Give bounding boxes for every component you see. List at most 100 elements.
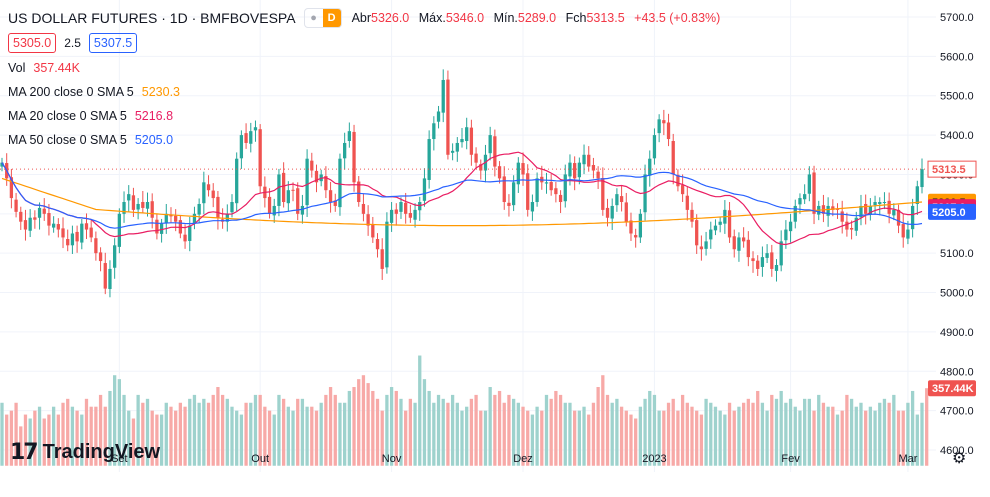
candle[interactable] [436,111,441,122]
candle[interactable] [497,166,502,179]
candle[interactable] [573,163,577,179]
candle[interactable] [371,224,375,238]
candle[interactable] [216,196,220,218]
candle[interactable] [324,176,328,191]
candle[interactable] [206,184,211,191]
candle[interactable] [610,205,614,219]
candle[interactable] [296,188,300,214]
candle[interactable] [807,174,811,194]
candle[interactable] [774,264,779,271]
indicator-ma200[interactable]: MA 200 close 0 SMA 5 5230.3 [8,80,726,104]
candle[interactable] [554,188,558,195]
candle[interactable] [399,202,403,212]
candle[interactable] [352,131,356,183]
candle[interactable] [582,154,586,165]
candle[interactable] [188,225,192,241]
symbol-title[interactable]: US DOLLAR FUTURES · 1D · BMFBOVESPA [8,10,296,26]
candle[interactable] [878,202,882,204]
candle[interactable] [920,169,924,188]
candle[interactable] [230,202,234,213]
candle[interactable] [155,219,159,234]
candle[interactable] [779,241,783,266]
candle[interactable] [33,217,37,220]
candle[interactable] [80,223,84,243]
candle[interactable] [906,229,910,239]
candle[interactable] [746,239,750,258]
candle[interactable] [460,139,464,143]
candle[interactable] [868,205,873,215]
candle[interactable] [211,190,215,199]
candle[interactable] [61,228,65,238]
candle[interactable] [136,203,140,210]
candle[interactable] [427,139,431,180]
candle[interactable] [169,215,173,217]
candle[interactable] [131,195,136,210]
candle[interactable] [516,162,520,185]
candle[interactable] [901,224,905,238]
candle[interactable] [258,129,262,187]
candle[interactable] [333,200,337,206]
candle[interactable] [94,238,98,254]
settings-gear-icon[interactable]: ⚙ [952,450,967,467]
candle[interactable] [563,174,567,202]
candle[interactable] [75,231,79,242]
candle[interactable] [47,213,51,226]
candle[interactable] [709,229,713,240]
candle[interactable] [300,205,305,215]
candle[interactable] [272,205,276,216]
candle[interactable] [361,203,366,214]
candle[interactable] [28,217,32,231]
candle[interactable] [108,268,112,290]
candle[interactable] [343,142,347,159]
candle[interactable] [803,194,807,200]
candle[interactable] [281,172,286,203]
candle[interactable] [910,205,915,230]
candle[interactable] [849,227,854,230]
candle[interactable] [117,213,121,247]
market-status-pill[interactable]: ● D [303,8,342,28]
candle[interactable] [357,181,361,203]
tradingview-logo[interactable]: 17 TradingView [10,440,160,465]
candle[interactable] [690,209,694,222]
candle[interactable] [183,234,187,242]
candle[interactable] [0,162,4,167]
candle[interactable] [812,172,816,214]
candle[interactable] [502,176,506,203]
candle[interactable] [164,213,168,223]
candle[interactable] [662,120,666,124]
candle[interactable] [253,127,258,131]
candle[interactable] [605,207,610,218]
candle[interactable] [826,205,830,216]
candle[interactable] [521,163,525,175]
candle[interactable] [159,223,164,234]
candle[interactable] [652,135,657,159]
candle[interactable] [713,225,718,231]
candle[interactable] [450,150,455,153]
candle[interactable] [455,142,459,152]
candle[interactable] [37,207,42,218]
candle[interactable] [892,209,896,216]
candle[interactable] [328,190,333,203]
candle[interactable] [915,186,919,204]
candle[interactable] [389,209,394,223]
candle[interactable] [596,171,600,179]
candle[interactable] [765,253,769,258]
candle[interactable] [798,198,802,205]
candle[interactable] [737,237,741,251]
candle[interactable] [859,205,863,218]
candle[interactable] [150,201,154,218]
candle[interactable] [657,119,661,134]
buy-button[interactable]: 5307.5 [88,33,138,53]
candle[interactable] [699,246,704,250]
candle[interactable] [704,241,708,249]
candle[interactable] [896,209,901,226]
candle[interactable] [549,181,553,191]
candle[interactable] [89,227,93,238]
candle[interactable] [577,162,581,178]
candle[interactable] [56,224,60,230]
candle[interactable] [51,223,56,228]
candle[interactable] [840,211,844,222]
candle[interactable] [831,206,835,210]
candle[interactable] [310,160,314,171]
